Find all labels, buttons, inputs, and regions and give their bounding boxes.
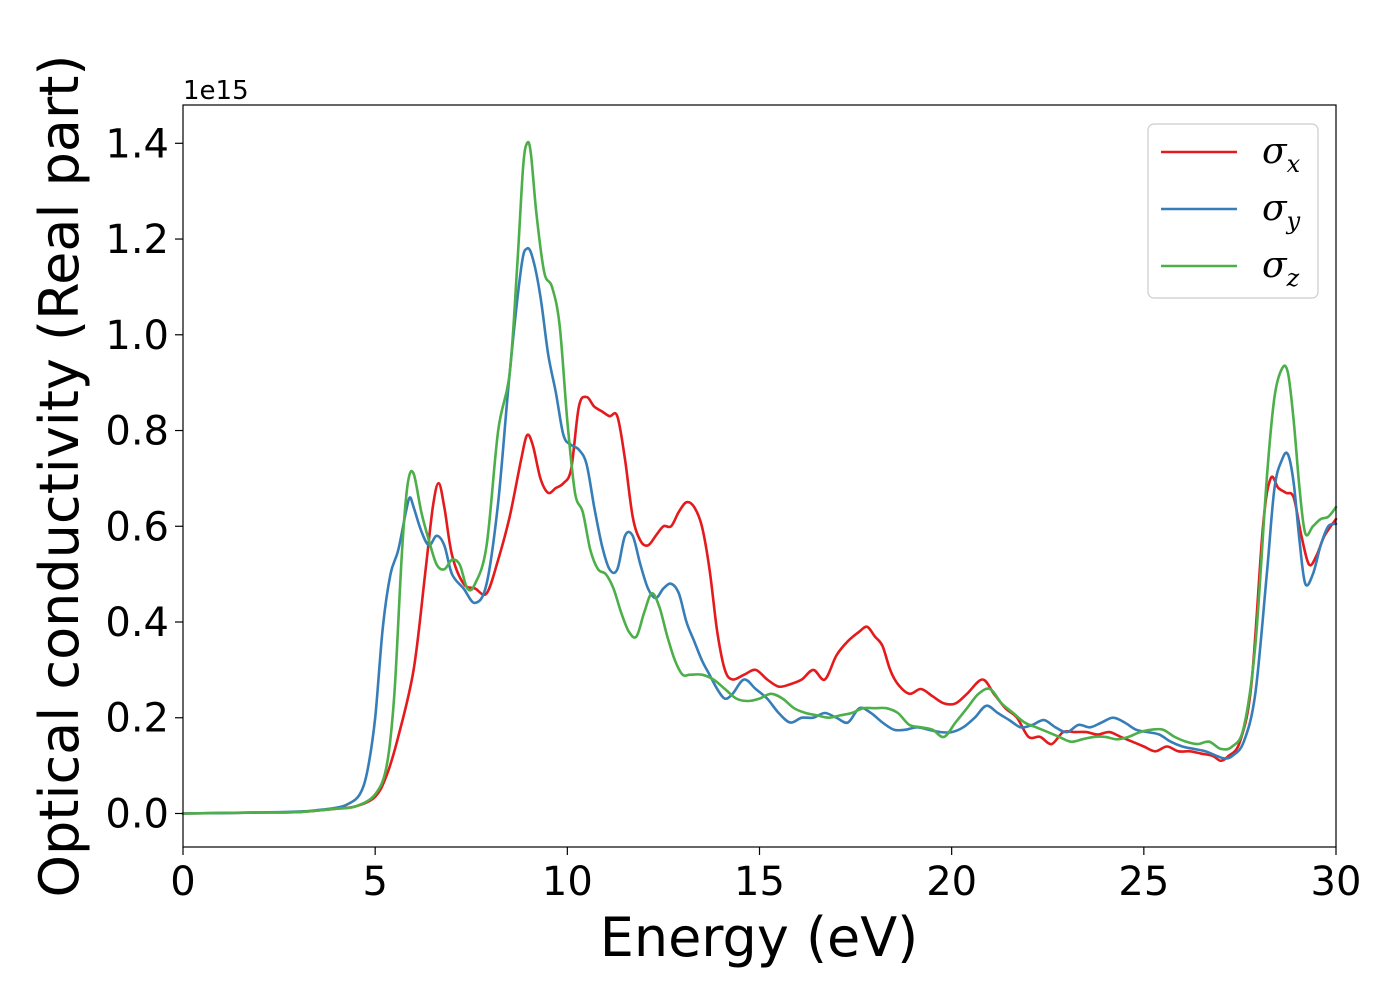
y-tick-label: 0.8 [105,409,169,455]
y-tick-label: 0.2 [105,696,169,742]
legend-label-y: σy [1262,188,1301,235]
y-axis: 0.0 0.2 0.4 0.6 0.8 1.0 1.2 1.4 [105,121,183,837]
x-tick-label: 25 [1118,859,1169,905]
legend-box [1147,123,1319,299]
series-line-z [181,140,1338,815]
x-tick-label: 0 [170,859,195,905]
y-tick-label: 1.2 [105,217,169,263]
x-tick-label: 5 [362,859,387,905]
x-axis: 0 5 10 15 20 25 30 [170,847,1361,905]
x-axis-label: Energy (eV) [600,906,919,969]
y-tick-label: 1.0 [105,313,169,359]
y-offset-label: 1e15 [183,76,249,106]
y-tick-label: 0.4 [105,600,169,646]
x-tick-label: 15 [734,859,785,905]
legend: σx σy σz [1147,123,1319,299]
x-tick-label: 10 [542,859,593,905]
x-tick-label: 20 [926,859,977,905]
series-line-y [181,246,1338,815]
series-line-x [181,395,1338,815]
y-tick-label: 0.6 [105,504,169,550]
legend-label-x: σx [1262,131,1301,178]
legend-label-z: σz [1262,245,1300,292]
series-layer [181,140,1338,815]
y-tick-label: 1.4 [105,121,169,167]
y-tick-label: 0.0 [105,791,169,837]
x-tick-label: 30 [1311,859,1362,905]
y-axis-label: Optical conductivity (Real part) [28,55,91,898]
